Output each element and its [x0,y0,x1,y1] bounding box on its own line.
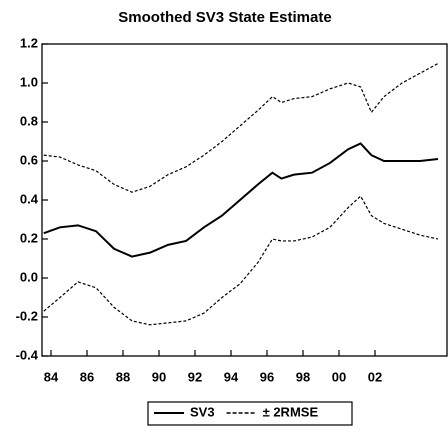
y-tick-label: -0.2 [16,308,38,323]
y-tick-label: 0.8 [20,113,38,128]
x-tick-label: 92 [188,369,202,384]
y-tick-label: 0.6 [20,152,38,167]
chart-title: Smoothed SV3 State Estimate [118,9,331,26]
y-tick-label: 1.2 [20,35,38,50]
y-tick-label: 0.0 [20,269,38,284]
y-tick-label: -0.4 [16,347,39,362]
band-line [43,62,439,193]
y-tick-label: 0.2 [20,230,38,245]
x-tick-label: 86 [80,369,94,384]
legend-box [147,401,353,426]
band-line [43,195,439,326]
legend-label: ± 2RMSE [263,404,319,419]
x-tick-label: 88 [116,369,130,384]
y-tick-label: 0.4 [20,191,39,206]
series-line [43,142,439,258]
x-tick-label: 90 [152,369,166,384]
x-tick-label: 02 [368,369,382,384]
x-tick-label: 00 [332,369,346,384]
y-tick-label: 1.0 [20,74,38,89]
x-tick-label: 96 [260,369,274,384]
plot-frame [41,43,448,357]
x-tick-label: 94 [224,369,239,384]
x-tick-label: 98 [296,369,310,384]
legend-label: SV3 [190,404,215,419]
x-tick-label: 84 [44,369,59,384]
